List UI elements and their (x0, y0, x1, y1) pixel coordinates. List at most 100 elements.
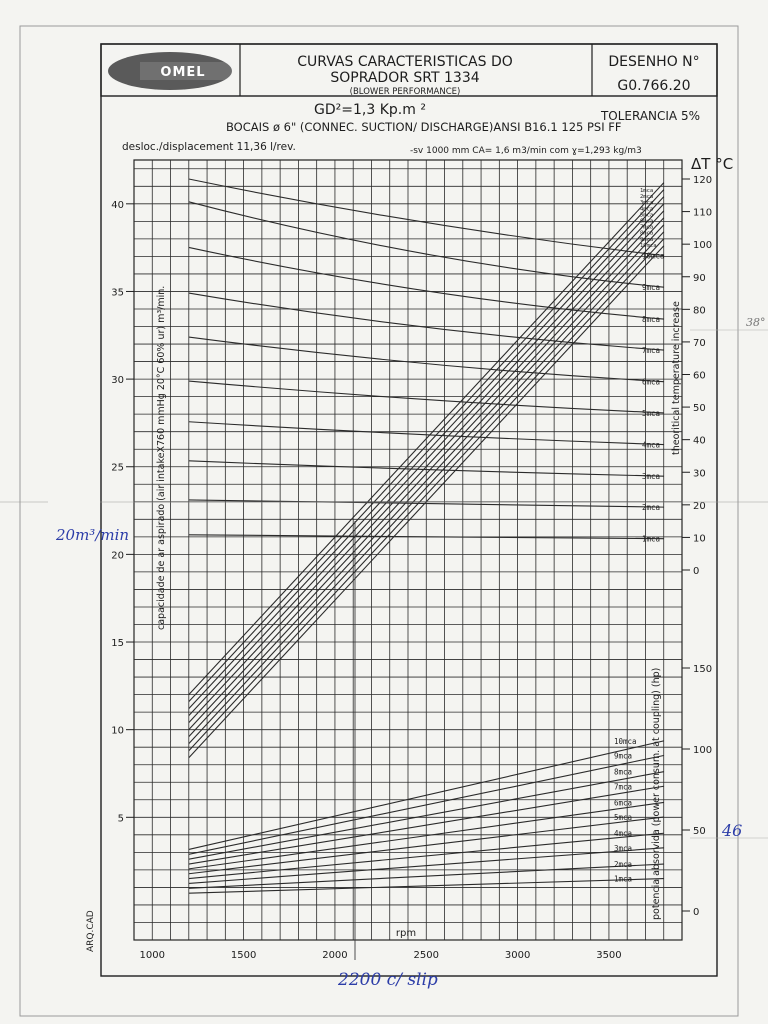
temp-series-label: 4mca (642, 441, 660, 450)
power-line-9mca (188, 754, 664, 855)
power-series-label: 10mca (614, 737, 637, 746)
power-series-label: 8mca (614, 768, 632, 777)
power-tick-label: 100 (693, 745, 712, 756)
power-tick-label: 50 (693, 826, 706, 837)
temp-tick-label: 70 (693, 338, 706, 349)
power-series-label: 5mca (614, 813, 632, 822)
omel-logo (108, 52, 232, 90)
drawing-label: DESENHO N° (608, 54, 699, 70)
capacity-series-label: 3mca (640, 200, 653, 206)
power-tick-label: 0 (693, 907, 699, 918)
power-line-4mca (188, 832, 664, 880)
temp-tick-label: 100 (693, 240, 712, 251)
capacity-line-7mca (188, 224, 665, 738)
handwritten-rpm: 2200 c/ slip (337, 970, 438, 990)
power-line-5mca (188, 816, 664, 875)
power-series-label: 2mca (614, 860, 632, 869)
y-tick-label: 35 (111, 287, 124, 298)
temp-series-label: 1mca (642, 535, 660, 544)
power-line-1mca (188, 878, 664, 894)
x-tick-label: 2500 (414, 950, 439, 961)
power-series-label: 3mca (614, 844, 632, 853)
temp-tick-label: 50 (693, 403, 706, 414)
title-line-2: SOPRADOR SRT 1334 (330, 70, 479, 86)
temp-tick-label: 40 (693, 436, 706, 447)
power-line-2mca (188, 863, 664, 889)
temp-tick-label: 110 (693, 208, 712, 219)
title-line-3: (BLOWER PERFORMANCE) (350, 87, 461, 97)
capacity-line-9mca (188, 238, 665, 752)
y-tick-label: 30 (111, 375, 124, 386)
capacity-series-label: 4mca (640, 206, 653, 212)
temp-tick-label: 60 (693, 371, 706, 382)
capacity-series-label: 1mca (640, 188, 653, 194)
gd2-spec: GD²=1,3 Kp.m ² (314, 102, 426, 118)
power-line-10mca (188, 740, 664, 850)
y-tick-label: 40 (111, 200, 124, 211)
temp-tick-label: 30 (693, 468, 706, 479)
temp-series-label: 9mca (642, 283, 660, 292)
temp-tick-label: 10 (693, 533, 706, 544)
temperature-curve-6mca (188, 336, 664, 383)
temp-series-label: 5mca (642, 409, 660, 418)
y-tick-label: 10 (111, 726, 124, 737)
temp-series-label: 3mca (642, 472, 660, 481)
capacity-series-label: 8mca (640, 231, 653, 237)
capacity-line-8mca (188, 231, 665, 745)
chart-grid (133, 160, 683, 941)
page-outer-border (19, 25, 739, 1017)
capacity-line-3mca (188, 196, 665, 710)
handwritten-temp: 38° (746, 316, 766, 329)
power-series-label: 1mca (614, 875, 632, 884)
power-series-label: 7mca (614, 782, 632, 791)
temp-axis-unit: ΔT °C (691, 155, 733, 173)
capacity-series-label: 6mca (640, 219, 653, 225)
y-tick-label: 25 (111, 463, 124, 474)
nozzle-spec: BOCAIS ø 6" (CONNEC. SUCTION/ DISCHARGE)… (226, 120, 622, 134)
temperature-curve-9mca (188, 201, 664, 288)
y-tick-label: 5 (118, 813, 124, 824)
side-label: ARQ.CAD (86, 910, 96, 952)
temperature-curve-1mca (188, 534, 664, 540)
temp-tick-label: 90 (693, 273, 706, 284)
temp-axis-title: theoritical temperature increase (671, 301, 682, 455)
y-tick-label: 20 (111, 550, 124, 561)
handwritten-flow: 20m³/min (55, 526, 129, 544)
temp-series-label: 8mca (642, 315, 660, 324)
temperature-curve-5mca (188, 380, 664, 414)
tolerance-spec: TOLERANCIA 5% (600, 109, 700, 123)
capacity-line-4mca (188, 203, 665, 717)
x-tick-label: 3000 (505, 950, 530, 961)
temp-tick-label: 20 (693, 501, 706, 512)
temp-series-label: 7mca (642, 346, 660, 355)
power-line-8mca (188, 771, 664, 860)
chart-curves: 1mca2mca3mca4mca5mca6mca7mca8mca9mca10mc… (188, 178, 665, 894)
capacity-series-label: 9mca (640, 237, 653, 243)
power-line-7mca (188, 785, 664, 865)
x-tick-label: 1000 (140, 950, 165, 961)
capacity-series-label: 5mca (640, 212, 653, 218)
temp-tick-label: 120 (693, 175, 712, 186)
capacity-line-1mca (188, 182, 665, 695)
power-line-3mca (188, 847, 664, 885)
logo-text: OMEL (160, 65, 205, 80)
temperature-curve-10mca (188, 178, 664, 257)
temp-series-label: 10mca (642, 252, 665, 261)
drawing-number: G0.766.20 (617, 78, 690, 94)
temperature-curve-2mca (188, 499, 664, 508)
x-tick-label: 2000 (322, 950, 347, 961)
temp-tick-label: 0 (693, 566, 699, 577)
power-series-label: 4mca (614, 829, 632, 838)
temperature-curve-8mca (188, 246, 664, 320)
capacity-line-2mca (188, 189, 665, 702)
axis-ticks: 1000 1500 2000 2500 3000 35005101520253035400… (111, 175, 712, 961)
handwritten-power: 46 (721, 821, 742, 840)
temp-tick-label: 80 (693, 305, 706, 316)
temp-series-label: 6mca (642, 378, 660, 387)
power-series-label: 9mca (614, 751, 632, 760)
y-tick-label: 15 (111, 638, 124, 649)
temperature-curve-7mca (188, 292, 664, 351)
temp-series-label: 2mca (642, 503, 660, 512)
power-series-label: 6mca (614, 798, 632, 807)
